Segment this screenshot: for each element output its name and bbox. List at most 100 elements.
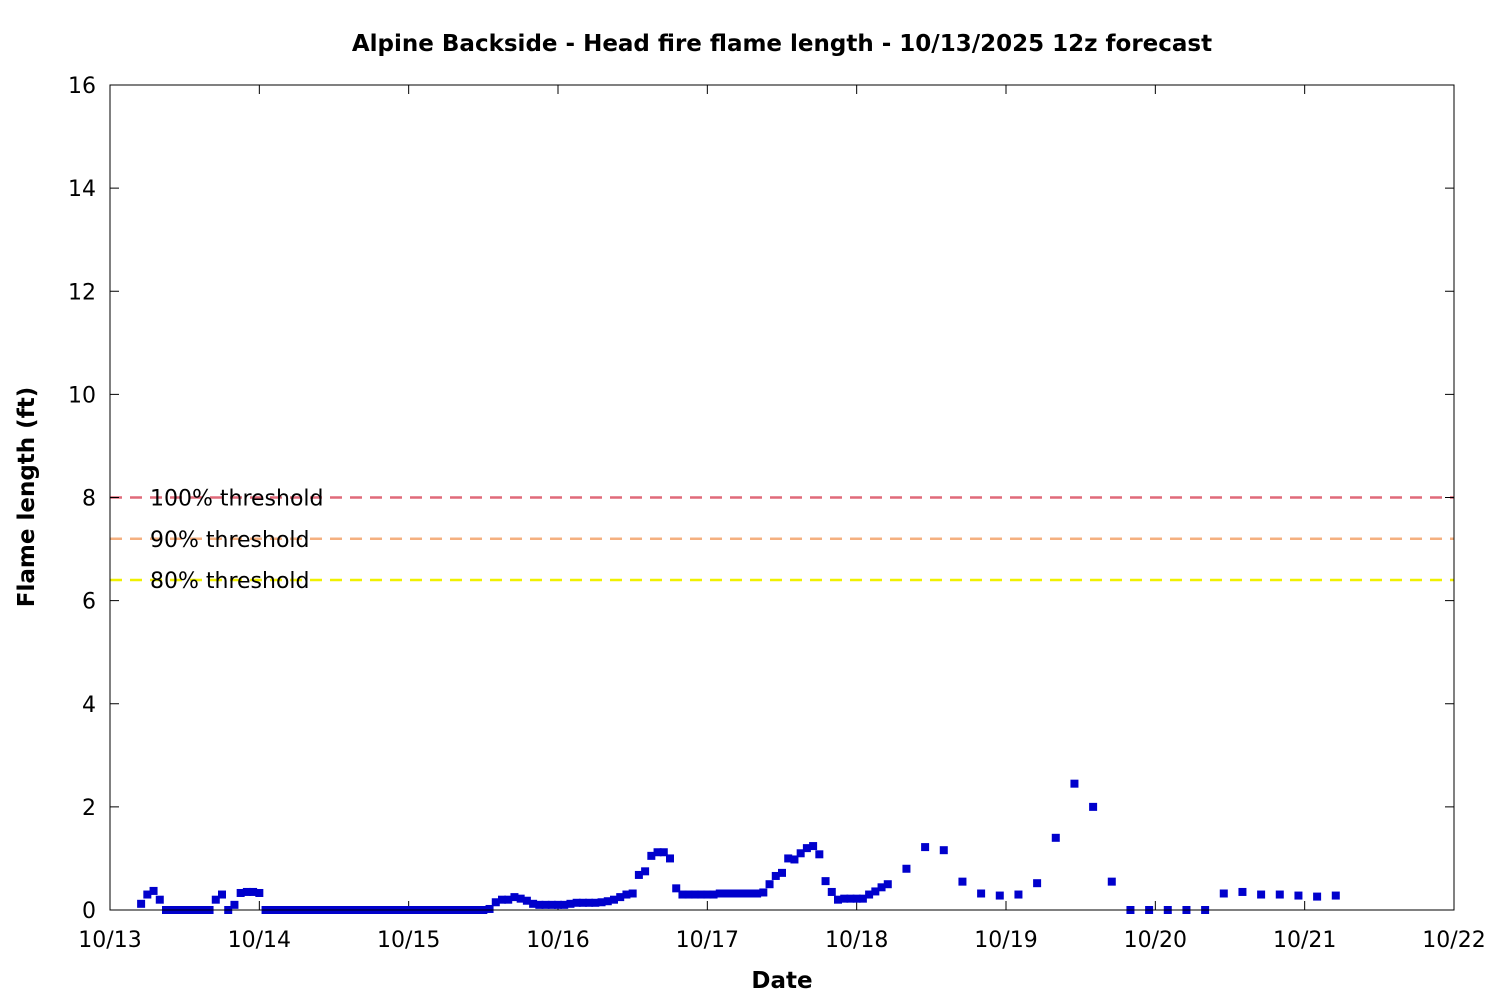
y-tick-label: 10 [68,383,96,408]
data-point [566,899,575,908]
data-point [535,900,544,909]
data-point [759,888,768,897]
data-point [1275,890,1284,899]
data-point [958,877,967,886]
data-point [703,890,712,899]
data-point [1051,833,1060,842]
data-point [883,880,892,889]
data-point [840,894,849,903]
y-tick-label: 16 [68,74,96,99]
data-point [740,889,749,898]
data-point [815,850,824,859]
data-point [902,864,911,873]
x-tick-label: 10/16 [526,928,589,953]
data-point [529,899,538,908]
x-axis-label: Date [751,968,812,994]
data-point [1313,892,1322,901]
data-point [510,893,519,902]
data-point [547,900,556,909]
data-point [230,900,239,909]
data-point [1070,779,1079,788]
data-point [877,883,886,892]
data-point [827,887,836,896]
data-point [1219,889,1228,898]
data-point [1033,879,1042,888]
data-point [572,898,581,907]
data-point [143,890,152,899]
x-tick-label: 10/15 [377,928,440,953]
data-point [485,904,494,913]
y-tick-label: 0 [82,899,96,924]
data-point [977,889,986,898]
data-point [672,884,681,893]
data-point [858,894,867,903]
data-point [516,894,525,903]
data-point [753,889,762,898]
data-point [784,854,793,863]
x-tick-label: 10/19 [974,928,1037,953]
threshold-lines: 100% threshold 90% threshold 80% threshold [110,487,1454,594]
y-tick-label: 6 [82,590,96,615]
data-point [678,890,687,899]
y-axis-label: Flame length (ft) [14,387,40,607]
data-point [802,844,811,853]
x-tick-label: 10/17 [676,928,739,953]
data-point [666,854,674,863]
data-point [616,893,625,902]
y-tick-label: 2 [82,796,96,821]
data-point [236,888,245,897]
data-point [722,889,730,898]
data-point [597,898,606,907]
data-point [939,846,948,855]
data-point [734,889,743,898]
data-point [149,886,158,895]
data-point [585,898,594,907]
data-point [554,900,562,909]
data-point [560,900,569,909]
x-tick-label: 10/13 [78,928,141,953]
y-tick-label: 12 [68,280,96,305]
data-point [871,887,880,896]
data-point [541,900,550,909]
data-point [1107,877,1116,886]
y-tick-label: 14 [68,177,96,202]
data-point [249,887,258,896]
data-point [1257,890,1266,899]
data-point [684,890,693,899]
data-point [522,896,531,905]
plot-frame [109,84,1455,911]
data-point [603,897,612,906]
data-point [834,895,842,904]
data-point [765,880,774,889]
data-point [504,895,513,904]
x-tick-label: 10/18 [825,928,888,953]
chart-title: Alpine Backside - Head fire flame length… [352,31,1212,57]
data-point [995,891,1004,900]
x-tick-label: 10/14 [228,928,291,953]
data-point [622,890,631,899]
data-point [1294,891,1303,900]
data-point [137,899,146,908]
data-point [498,895,506,904]
data-point [728,889,737,898]
data-point [771,871,780,880]
data-point [709,890,718,899]
data-point [690,890,699,899]
data-point [1014,890,1023,899]
data-point [591,898,600,907]
data-point [242,887,251,896]
data-point [746,889,755,898]
data-point [715,889,724,898]
threshold-label: 90% threshold [150,528,310,553]
threshold-label: 100% threshold [150,487,324,512]
data-point [211,895,220,904]
data-point [653,848,662,857]
x-tick-label: 10/20 [1124,928,1187,953]
data-point [218,890,226,899]
data-point [778,868,786,877]
x-tick-label: 10/21 [1273,928,1336,953]
data-point [1238,887,1247,896]
data-point [610,895,618,904]
data-point [641,867,650,876]
axis-ticks: 10/13 10/14 10/15 10/16 10/17 10/18 10/19 10/20… [68,74,1486,953]
